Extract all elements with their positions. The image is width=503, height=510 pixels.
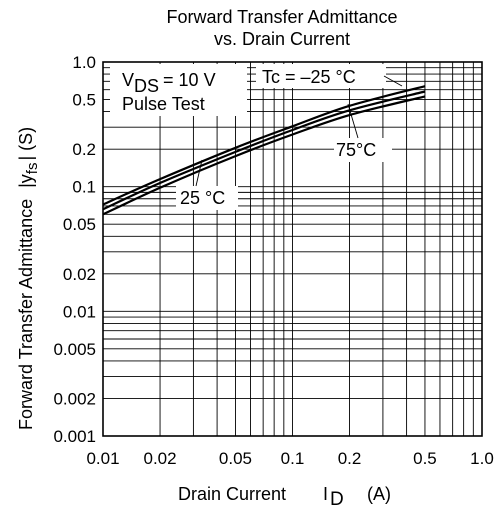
- y-axis-label-text: Forward Transfer Admittance: [16, 199, 36, 430]
- x-axis-label-unit: (A): [367, 484, 391, 504]
- x-tick-label: 0.1: [281, 449, 305, 468]
- conditions-vds: VDS = 10 V: [122, 70, 216, 96]
- series-line-1: [102, 90, 426, 211]
- y-tick-label: 0.05: [63, 215, 96, 234]
- y-tick-label: 0.1: [72, 178, 96, 197]
- label-bg-75c: [334, 138, 392, 162]
- y-tick-label: 0.002: [53, 389, 96, 408]
- y-tick-label: 0.2: [72, 140, 96, 159]
- y-axis-label-unit: | (S): [16, 127, 36, 161]
- x-axis-label-symbol: I: [323, 484, 328, 504]
- y-tick-label: 0.01: [63, 302, 96, 321]
- x-tick-label: 0.5: [413, 449, 437, 468]
- series-line-2: [102, 95, 426, 216]
- y-axis-label-symbol: |y: [16, 174, 36, 188]
- y-tick-label: 1.0: [72, 53, 96, 72]
- x-tick-label: 0.2: [338, 449, 362, 468]
- series-label-tc-minus25: Tc = –25 °C: [262, 67, 356, 87]
- vds-subscript: DS: [134, 76, 159, 96]
- conditions-pulse-test: Pulse Test: [122, 94, 205, 114]
- label-bg-tc-25: [256, 64, 386, 88]
- conditions-box-bg: [110, 64, 247, 116]
- y-tick-label: 0.5: [72, 91, 96, 110]
- y-axis-label: Forward Transfer Admittance |yfs | (S): [16, 127, 41, 430]
- x-tick-label: 0.02: [143, 449, 176, 468]
- label-bg-25c: [176, 186, 238, 210]
- series-line-0: [102, 85, 426, 206]
- y-tick-label: 0.005: [53, 340, 96, 359]
- plot-frame: [102, 61, 483, 437]
- x-tick-label: 0.05: [219, 449, 252, 468]
- vds-value: = 10 V: [163, 70, 216, 90]
- x-tick-label: 0.01: [86, 449, 119, 468]
- tick-labels: 0.01 0.02 0.05 0.1 0.2 0.5 1.0 0.001 0.002 0.005 0…: [53, 53, 493, 468]
- y-axis-label-subscript: fs: [24, 163, 41, 175]
- chart-title-line1: Forward Transfer Admittance: [166, 7, 397, 27]
- x-axis-label-subscript: D: [330, 489, 344, 510]
- x-tick-label: 1.0: [470, 449, 494, 468]
- svg-text:Forward Transfer Admittance: Forward Transfer Admittance |yfs | (S): [16, 127, 41, 430]
- x-axis-label-text: Drain Current: [178, 484, 286, 504]
- vds-prefix: V: [122, 70, 134, 90]
- y-tick-label: 0.001: [53, 427, 96, 446]
- curves: [102, 85, 426, 216]
- leader-25c: [195, 159, 203, 187]
- leader-75c: [347, 103, 359, 139]
- chart-title-line2: vs. Drain Current: [214, 29, 350, 49]
- series-label-25c: 25 °C: [180, 188, 225, 208]
- x-axis-label: Drain Current I D (A): [178, 484, 391, 510]
- leader-tc-minus25: [383, 75, 403, 87]
- series-label-75c: 75°C: [336, 140, 376, 160]
- y-tick-label: 0.02: [63, 265, 96, 284]
- grid-lines: [103, 62, 482, 436]
